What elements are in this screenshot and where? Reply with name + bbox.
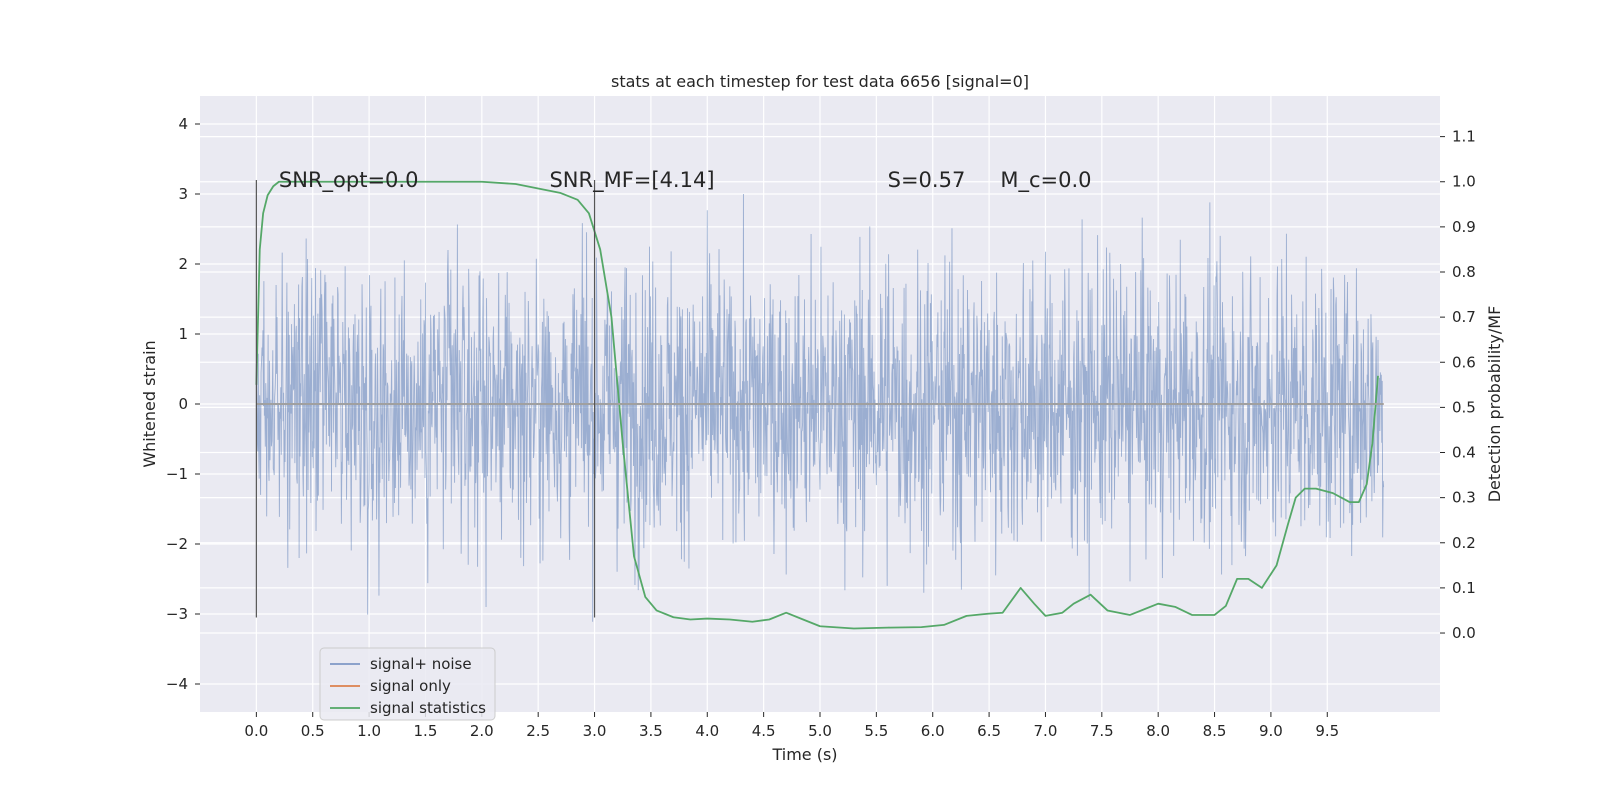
- y-axis-label: Whitened strain: [140, 340, 159, 467]
- vertical-markers: [255, 180, 596, 618]
- legend-label: signal+ noise: [370, 655, 472, 673]
- y2-tick-label: 0.7: [1452, 308, 1476, 326]
- annotation-s-stat: S=0.57: [888, 168, 966, 192]
- chart-title: stats at each timestep for test data 665…: [611, 72, 1029, 91]
- x-tick-label: 7.5: [1090, 722, 1114, 740]
- noise-line: [255, 193, 1385, 622]
- y2-tick-label: 0.9: [1452, 218, 1476, 236]
- series-lines: [255, 180, 1384, 630]
- x-tick-label: 2.5: [526, 722, 550, 740]
- x-tick-label: 3.5: [639, 722, 663, 740]
- x-tick-label: 8.5: [1203, 722, 1227, 740]
- y2-tick-label: 0.4: [1452, 444, 1476, 462]
- x-axis-label: Time (s): [771, 745, 837, 764]
- annotation-mc: M_c=0.0: [1000, 168, 1091, 193]
- x-tick-label: 8.0: [1146, 722, 1170, 740]
- y2-tick-label: 1.1: [1452, 128, 1476, 146]
- y-tick-label: −3: [166, 605, 188, 623]
- tick-labels: 0.0 0.5 1.0 1.5 2.0 2.5 3.0 3.5 4.0 4.5 5.0 5.5 6.0 6…: [166, 115, 1476, 740]
- y2-tick-label: 0.3: [1452, 489, 1476, 507]
- y-tick-label: 4: [178, 115, 188, 133]
- legend-label: signal only: [370, 677, 451, 695]
- y2-tick-label: 0.5: [1452, 398, 1476, 416]
- x-tick-label: 0.5: [301, 722, 325, 740]
- y2-tick-label: 0.0: [1452, 624, 1476, 642]
- y-tick-label: −1: [166, 465, 188, 483]
- x-tick-label: 2.0: [470, 722, 494, 740]
- series-signal-plus-noise: [255, 193, 1385, 622]
- annotation-snr-opt: SNR_opt=0.0: [279, 168, 419, 193]
- x-tick-label: 0.0: [244, 722, 268, 740]
- x-tick-label: 5.0: [808, 722, 832, 740]
- x-tick-label: 3.0: [583, 722, 607, 740]
- x-tick-label: 9.0: [1259, 722, 1283, 740]
- x-tick-label: 5.5: [864, 722, 888, 740]
- tick-marks: [195, 123, 1445, 717]
- y-tick-label: 0: [178, 395, 188, 413]
- x-tick-label: 7.0: [1034, 722, 1058, 740]
- annotations: SNR_opt=0.0 SNR_MF=[4.14] S=0.57 M_c=0.0: [279, 168, 1092, 193]
- y2-tick-label: 0.8: [1452, 263, 1476, 281]
- y2-tick-label: 0.1: [1452, 579, 1476, 597]
- y2-tick-label: 1.0: [1452, 173, 1476, 191]
- x-tick-label: 1.5: [414, 722, 438, 740]
- y2-axis-label: Detection probability/MF: [1485, 306, 1504, 503]
- x-tick-label: 6.5: [977, 722, 1001, 740]
- y-tick-label: 2: [178, 255, 188, 273]
- x-tick-label: 1.0: [357, 722, 381, 740]
- x-tick-label: 4.5: [752, 722, 776, 740]
- x-tick-label: 6.0: [921, 722, 945, 740]
- x-tick-label: 4.0: [695, 722, 719, 740]
- series-line-signal-statistics: [255, 180, 1379, 630]
- y-tick-label: −2: [166, 535, 188, 553]
- y-tick-label: −4: [166, 675, 188, 693]
- y2-tick-label: 0.6: [1452, 353, 1476, 371]
- legend-label: signal statistics: [370, 699, 486, 717]
- legend: signal+ noise signal only signal statistic…: [319, 647, 496, 721]
- y-tick-label: 1: [178, 325, 188, 343]
- annotation-snr-mf: SNR_MF=[4.14]: [549, 168, 714, 193]
- legend-box: [319, 647, 496, 721]
- y-tick-label: 3: [178, 185, 188, 203]
- y2-tick-label: 0.2: [1452, 534, 1476, 552]
- x-tick-label: 9.5: [1315, 722, 1339, 740]
